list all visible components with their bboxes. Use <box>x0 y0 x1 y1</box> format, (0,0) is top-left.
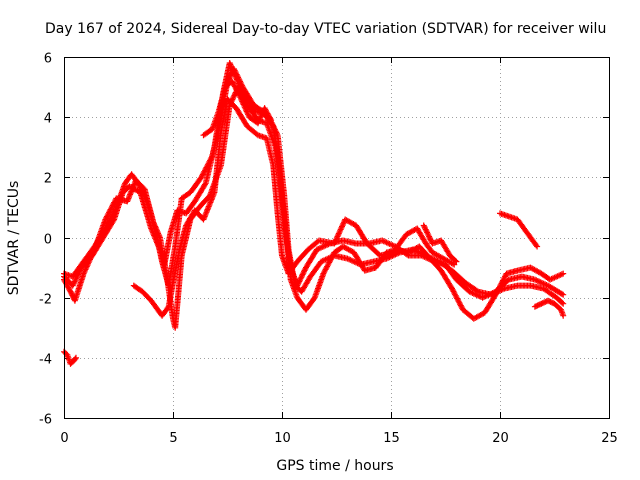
data-point <box>267 115 274 122</box>
data-point <box>560 270 567 277</box>
plot-area <box>61 60 567 367</box>
series-trace-7 <box>497 210 541 250</box>
data-point <box>449 260 456 267</box>
data-point <box>560 291 567 298</box>
data-point <box>73 354 79 361</box>
x-tick-label: 0 <box>60 431 68 446</box>
data-point <box>427 236 434 243</box>
x-tick-label: 25 <box>601 431 618 446</box>
plot-frame <box>64 57 610 419</box>
data-point <box>72 355 79 362</box>
data-point <box>453 258 460 265</box>
y-tick-label: 6 <box>44 52 52 67</box>
data-point <box>70 281 77 288</box>
data-point <box>537 279 544 286</box>
data-point <box>164 305 171 311</box>
data-point <box>452 257 459 264</box>
y-tick-label: -2 <box>39 293 52 308</box>
x-tick-label: 10 <box>274 431 291 446</box>
y-tick-label: 0 <box>44 233 52 248</box>
data-point <box>533 242 540 249</box>
y-axis-label: SDTVAR / TECUs <box>6 181 22 296</box>
chart-title: Day 167 of 2024, Sidereal Day-to-day VTE… <box>45 21 606 37</box>
x-axis-label: GPS time / hours <box>276 458 393 474</box>
data-point <box>560 312 567 319</box>
series-trace-2 <box>61 66 567 307</box>
x-tick-label: 20 <box>492 431 509 446</box>
y-tick-label: -6 <box>39 413 52 428</box>
data-point <box>534 243 541 250</box>
axis-ticks: 0 5 10 15 20 25 -6 -4 -2 0 2 4 6 <box>39 52 618 447</box>
series-trace-8 <box>531 297 567 319</box>
series-trace-5 <box>200 78 275 139</box>
data-point <box>201 181 208 188</box>
data-point <box>232 68 239 75</box>
series-trace-9 <box>61 348 79 367</box>
x-tick-label: 5 <box>169 431 177 446</box>
data-point <box>555 272 562 279</box>
y-tick-label: 2 <box>44 172 52 187</box>
data-point <box>473 287 480 294</box>
data-point <box>234 88 241 95</box>
data-point <box>559 299 566 306</box>
y-tick-label: 4 <box>44 112 52 127</box>
x-tick-label: 15 <box>383 431 400 446</box>
y-tick-label: -4 <box>39 353 52 368</box>
data-point <box>241 104 248 111</box>
series-trace-4 <box>130 96 458 319</box>
data-point <box>560 300 567 307</box>
data-point <box>268 117 275 124</box>
series-trace-6 <box>420 222 460 265</box>
data-point <box>558 290 565 297</box>
